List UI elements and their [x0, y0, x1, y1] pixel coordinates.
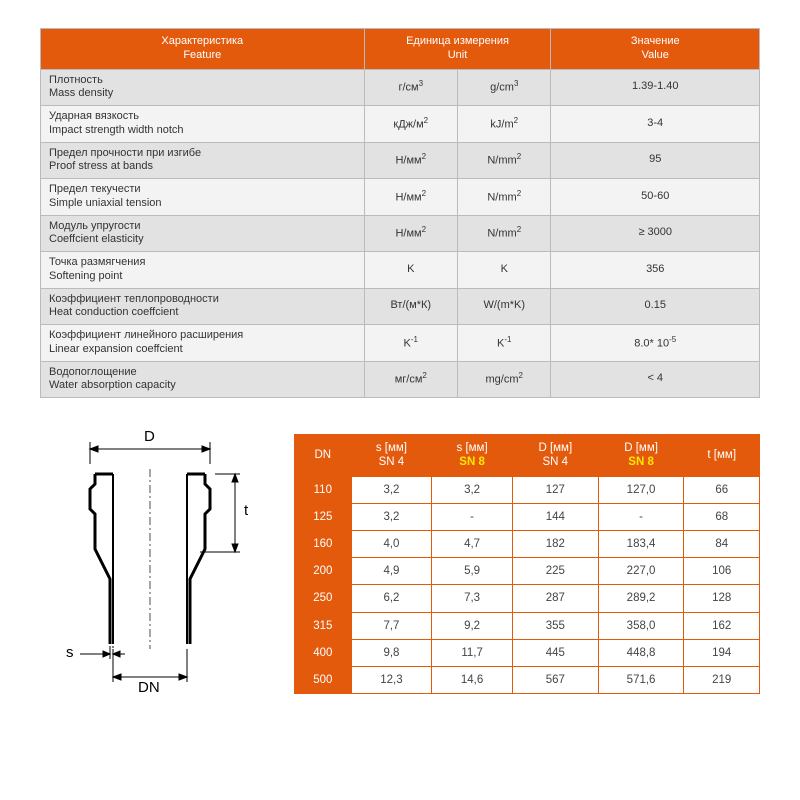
table-row: 4009,811,7445448,8194: [295, 639, 760, 666]
dimensions-table: DN s [мм]SN 4 s [мм]SN 8 D [мм]SN 4 D [м…: [294, 434, 760, 694]
table-row: Коэффициент линейного расширенияLinear e…: [41, 325, 760, 362]
diagram-label-dn: DN: [138, 679, 160, 696]
table-row: Предел текучестиSimple uniaxial tensionН…: [41, 179, 760, 216]
dim-header-t: t [мм]: [684, 435, 760, 477]
pipe-diagram: D t s DN: [40, 434, 270, 694]
dim-header-dn: DN: [295, 435, 352, 477]
table-row: ПлотностьMass densityг/см3g/cm31.39-1.40: [41, 69, 760, 106]
table-row: 1103,23,2127127,066: [295, 476, 760, 503]
dim-header-d-sn4: D [мм]SN 4: [512, 435, 598, 477]
table-row: ВодопоглощениеWater absorption capacityм…: [41, 361, 760, 398]
unit-header: Единица измерения Unit: [364, 29, 551, 70]
table-row: 2004,95,9225227,0106: [295, 558, 760, 585]
diagram-label-t: t: [244, 502, 248, 519]
lower-section: D t s DN DN s [мм]SN 4 s [мм]SN 8 D [мм]…: [40, 434, 760, 694]
table-row: Предел прочности при изгибеProof stress …: [41, 142, 760, 179]
table-row: Ударная вязкостьImpact strength width no…: [41, 106, 760, 143]
page: Характеристика Feature Единица измерения…: [0, 0, 800, 694]
diagram-label-s: s: [66, 644, 74, 661]
table-row: 50012,314,6567571,6219: [295, 666, 760, 693]
table-row: 2506,27,3287289,2128: [295, 585, 760, 612]
table-row: Точка размягченияSoftening pointKK356: [41, 252, 760, 289]
feature-header: Характеристика Feature: [41, 29, 365, 70]
feature-table: Характеристика Feature Единица измерения…: [40, 28, 760, 398]
table-row: 3157,79,2355358,0162: [295, 612, 760, 639]
dim-header-s-sn4: s [мм]SN 4: [351, 435, 432, 477]
dim-header-d-sn8: D [мм]SN 8: [598, 435, 684, 477]
value-header: Значение Value: [551, 29, 760, 70]
table-row: 1253,2-144-68: [295, 503, 760, 530]
dim-header-s-sn8: s [мм]SN 8: [432, 435, 513, 477]
table-row: 1604,04,7182183,484: [295, 531, 760, 558]
table-row: Коэффициент теплопроводностиHeat conduct…: [41, 288, 760, 325]
diagram-label-d: D: [144, 428, 155, 445]
table-row: Модуль упругостиCoeffcient elasticityН/м…: [41, 215, 760, 252]
